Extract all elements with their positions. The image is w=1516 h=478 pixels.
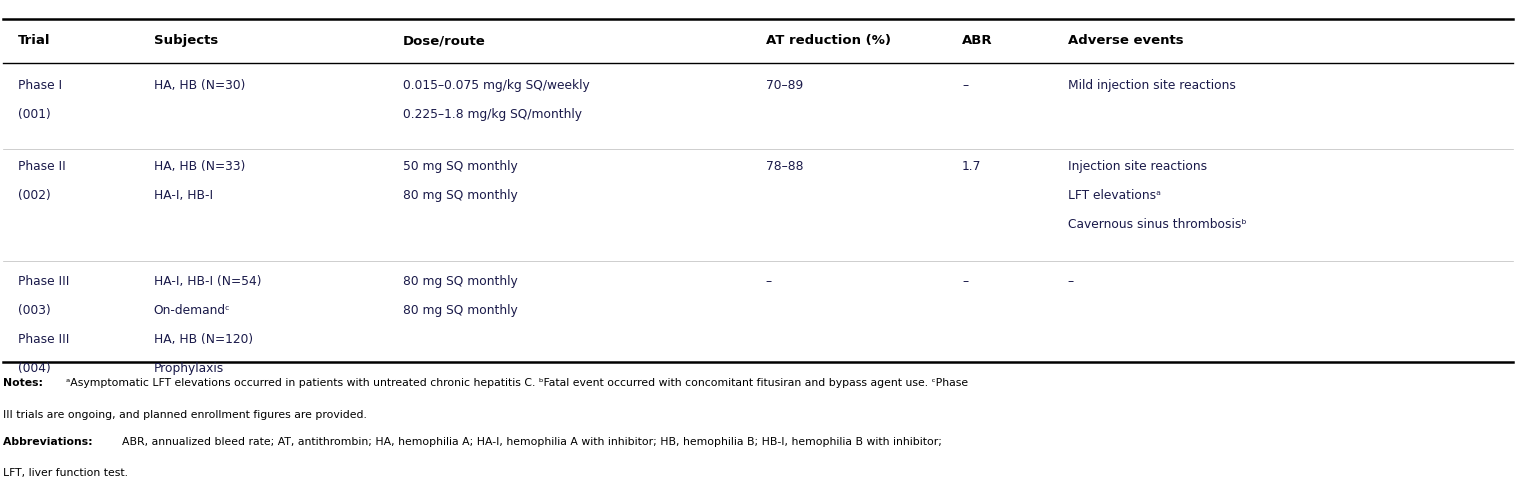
Text: Phase III: Phase III — [18, 333, 70, 346]
Text: Trial: Trial — [18, 34, 50, 47]
Text: HA, HB (N=33): HA, HB (N=33) — [153, 160, 246, 173]
Text: –: – — [963, 275, 969, 288]
Text: (003): (003) — [18, 304, 50, 317]
Text: –: – — [1067, 275, 1073, 288]
Text: On-demandᶜ: On-demandᶜ — [153, 304, 230, 317]
Text: LFT, liver function test.: LFT, liver function test. — [3, 468, 127, 478]
Text: 0.015–0.075 mg/kg SQ/weekly: 0.015–0.075 mg/kg SQ/weekly — [403, 79, 590, 92]
Text: Injection site reactions: Injection site reactions — [1067, 160, 1207, 173]
Text: –: – — [963, 79, 969, 92]
Text: HA-I, HB-I: HA-I, HB-I — [153, 189, 212, 202]
Text: 80 mg SQ monthly: 80 mg SQ monthly — [403, 304, 518, 317]
Text: 80 mg SQ monthly: 80 mg SQ monthly — [403, 275, 518, 288]
Text: Subjects: Subjects — [153, 34, 218, 47]
Text: Phase II: Phase II — [18, 160, 65, 173]
Text: Dose/route: Dose/route — [403, 34, 485, 47]
Text: ABR: ABR — [963, 34, 993, 47]
Text: Abbreviations:: Abbreviations: — [3, 436, 96, 446]
Text: III trials are ongoing, and planned enrollment figures are provided.: III trials are ongoing, and planned enro… — [3, 410, 367, 420]
Text: Cavernous sinus thrombosisᵇ: Cavernous sinus thrombosisᵇ — [1067, 218, 1246, 231]
Text: HA-I, HB-I (N=54): HA-I, HB-I (N=54) — [153, 275, 261, 288]
Text: Adverse events: Adverse events — [1067, 34, 1184, 47]
Text: HA, HB (N=30): HA, HB (N=30) — [153, 79, 246, 92]
Text: ᵃAsymptomatic LFT elevations occurred in patients with untreated chronic hepatit: ᵃAsymptomatic LFT elevations occurred in… — [67, 378, 969, 388]
Text: ABR, annualized bleed rate; AT, antithrombin; HA, hemophilia A; HA-I, hemophilia: ABR, annualized bleed rate; AT, antithro… — [123, 436, 941, 446]
Text: (001): (001) — [18, 109, 50, 121]
Text: LFT elevationsᵃ: LFT elevationsᵃ — [1067, 189, 1161, 202]
Text: 70–89: 70–89 — [766, 79, 803, 92]
Text: AT reduction (%): AT reduction (%) — [766, 34, 890, 47]
Text: (004): (004) — [18, 362, 50, 375]
Text: 0.225–1.8 mg/kg SQ/monthly: 0.225–1.8 mg/kg SQ/monthly — [403, 109, 582, 121]
Text: Prophylaxis: Prophylaxis — [153, 362, 224, 375]
Text: 78–88: 78–88 — [766, 160, 803, 173]
Text: 50 mg SQ monthly: 50 mg SQ monthly — [403, 160, 518, 173]
Text: (002): (002) — [18, 189, 50, 202]
Text: HA, HB (N=120): HA, HB (N=120) — [153, 333, 253, 346]
Text: Notes:: Notes: — [3, 378, 47, 388]
Text: 1.7: 1.7 — [963, 160, 981, 173]
Text: 80 mg SQ monthly: 80 mg SQ monthly — [403, 189, 518, 202]
Text: Phase I: Phase I — [18, 79, 62, 92]
Text: –: – — [766, 275, 772, 288]
Text: Phase III: Phase III — [18, 275, 70, 288]
Text: Mild injection site reactions: Mild injection site reactions — [1067, 79, 1236, 92]
